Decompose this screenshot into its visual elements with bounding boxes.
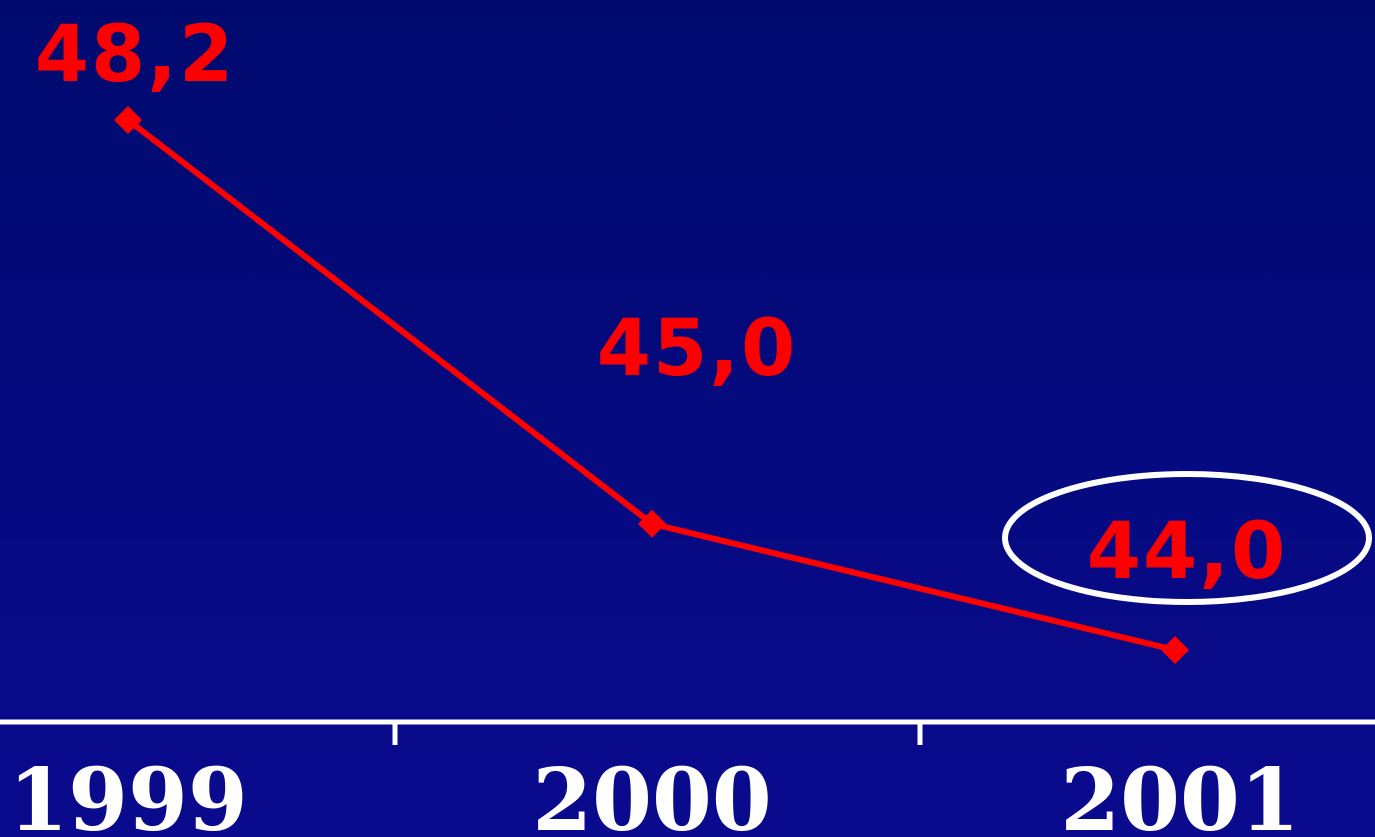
x-tick-label: 2001 (1060, 750, 1299, 837)
data-labels: 48,2 45,0 44,0 (35, 10, 1372, 605)
data-label: 45,0 (597, 304, 797, 394)
series-markers (114, 106, 1189, 664)
data-point-marker (114, 106, 142, 134)
x-tick-label: 2000 (532, 750, 771, 837)
x-tick-labels: 1999 2000 2001 (8, 750, 1299, 837)
data-label: 48,2 (35, 10, 235, 100)
highlight-ellipse (1002, 471, 1372, 605)
x-tick-label: 1999 (8, 750, 247, 837)
data-label: 44,0 (1087, 507, 1287, 597)
data-point-marker (638, 509, 666, 538)
x-axis-ticks (392, 722, 923, 745)
data-point-marker (1161, 636, 1189, 664)
